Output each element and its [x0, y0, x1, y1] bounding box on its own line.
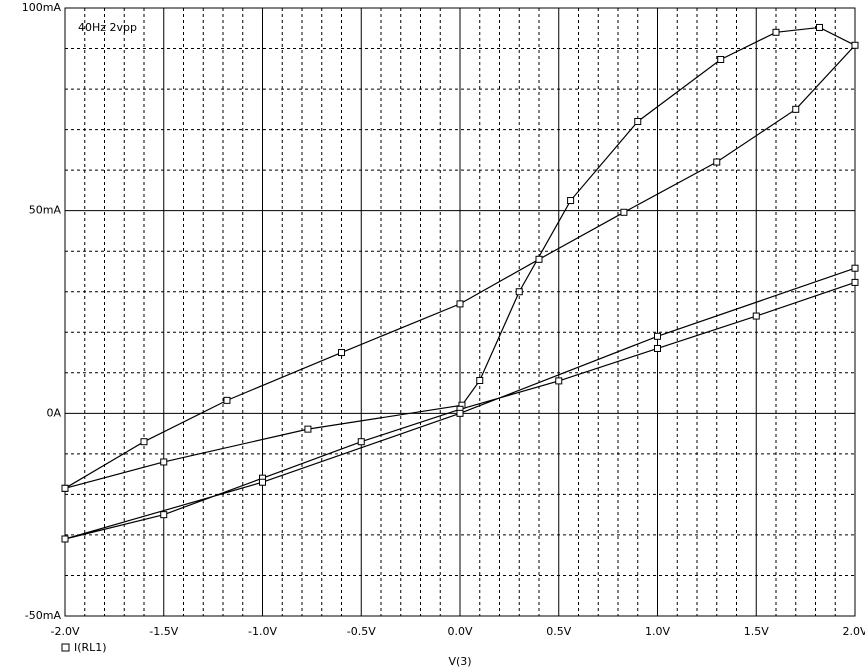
data-point [456, 409, 464, 417]
x-tick-label: 1.0V [645, 625, 670, 638]
y-tick-label: 50mA [29, 204, 62, 217]
data-point [620, 208, 628, 216]
x-tick-label: 1.5V [744, 625, 769, 638]
data-point [634, 117, 642, 125]
data-point [515, 288, 523, 296]
annotation-box [68, 12, 195, 70]
y-tick-label: -50mA [25, 609, 62, 622]
data-point [338, 349, 345, 357]
data-point [61, 535, 69, 543]
plot-frame [64, 7, 856, 617]
x-tick-label: 0.5V [546, 625, 571, 638]
data-point [752, 312, 760, 320]
x-tick-label: -0.5V [347, 625, 376, 638]
data-point [304, 425, 312, 433]
data-point [567, 197, 575, 205]
data-point [223, 396, 231, 404]
x-tick-label: -1.5V [149, 625, 178, 638]
x-tick-label: -1.0V [248, 625, 277, 638]
data-point [476, 377, 484, 385]
data-point [851, 264, 859, 272]
x-axis-label: V(3) [448, 655, 471, 668]
data-point [654, 344, 661, 352]
data-point [456, 300, 464, 308]
data-point [717, 55, 725, 63]
data-point [815, 23, 823, 31]
legend-marker [61, 643, 70, 652]
data-point [160, 458, 168, 466]
data-point [535, 255, 543, 263]
data-point [259, 478, 266, 486]
data-point [160, 511, 168, 519]
data-point [792, 105, 800, 113]
annotation: 40Hz 2vpp [78, 21, 137, 34]
y-tick-label: 100mA [22, 1, 62, 14]
data-point [140, 438, 148, 446]
x-tick-label: 0.0V [447, 625, 472, 638]
data-point [654, 332, 661, 340]
data-point [555, 377, 563, 385]
legend-label: I(RL1) [74, 641, 107, 654]
data-point [357, 438, 365, 446]
y-tick-label: 0A [46, 406, 61, 419]
data-point [851, 41, 859, 49]
data-point [713, 158, 721, 166]
data-point [61, 484, 69, 492]
data-point [851, 278, 859, 286]
x-tick-label: 2.0V [842, 625, 865, 638]
data-point [772, 28, 780, 36]
x-tick-label: -2.0V [51, 625, 80, 638]
